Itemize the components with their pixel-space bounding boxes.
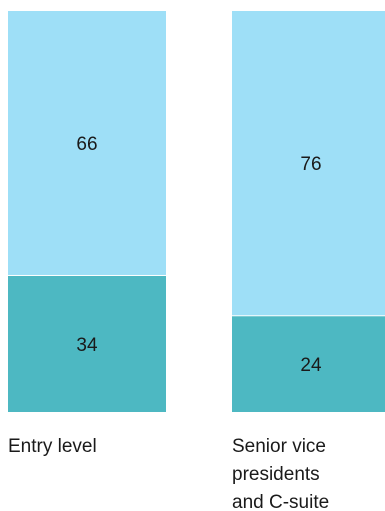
category-labels-group: Entry level Senior vice presidents and C-su… xyxy=(8,436,329,511)
category-label-entry-level: Entry level xyxy=(8,436,97,457)
data-label-senior-vice-presidents-and-c-suite-segment-1: 76 xyxy=(300,154,321,175)
bars-group: 34 66 24 76 xyxy=(8,11,385,412)
category-label-senior-vice-presidents-and-c-suite: Senior vice presidents and C-suite xyxy=(232,436,329,511)
bar-senior-vice-presidents-and-c-suite-segment-1 xyxy=(232,11,385,316)
data-label-senior-vice-presidents-and-c-suite-segment-0: 24 xyxy=(300,355,322,376)
data-label-entry-level-segment-1: 66 xyxy=(76,134,97,155)
bar-entry-level-segment-0 xyxy=(8,275,166,412)
bar-senior-vice-presidents-and-c-suite-segment-0 xyxy=(232,316,385,412)
bar-entry-level-segment-1 xyxy=(8,11,166,275)
data-label-entry-level-segment-0: 34 xyxy=(76,335,98,356)
